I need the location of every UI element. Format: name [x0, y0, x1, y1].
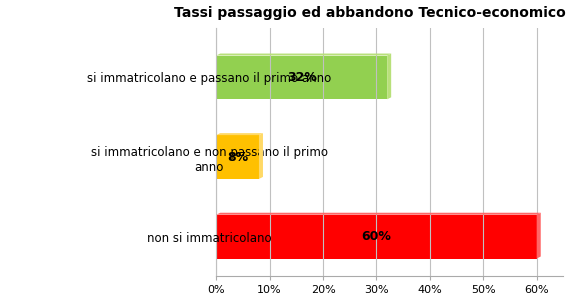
- Polygon shape: [537, 213, 541, 259]
- Polygon shape: [216, 54, 391, 55]
- Polygon shape: [216, 213, 541, 215]
- Title: Tassi passaggio ed abbandono Tecnico-economico Nitti: Tassi passaggio ed abbandono Tecnico-eco…: [175, 5, 569, 20]
- Text: 60%: 60%: [361, 230, 391, 243]
- Text: 8%: 8%: [227, 150, 248, 163]
- Text: 32%: 32%: [287, 71, 316, 84]
- Polygon shape: [216, 133, 263, 135]
- Bar: [216, 55, 387, 99]
- Bar: [216, 215, 537, 259]
- Polygon shape: [259, 133, 263, 179]
- Bar: [216, 135, 259, 179]
- Polygon shape: [387, 54, 391, 99]
